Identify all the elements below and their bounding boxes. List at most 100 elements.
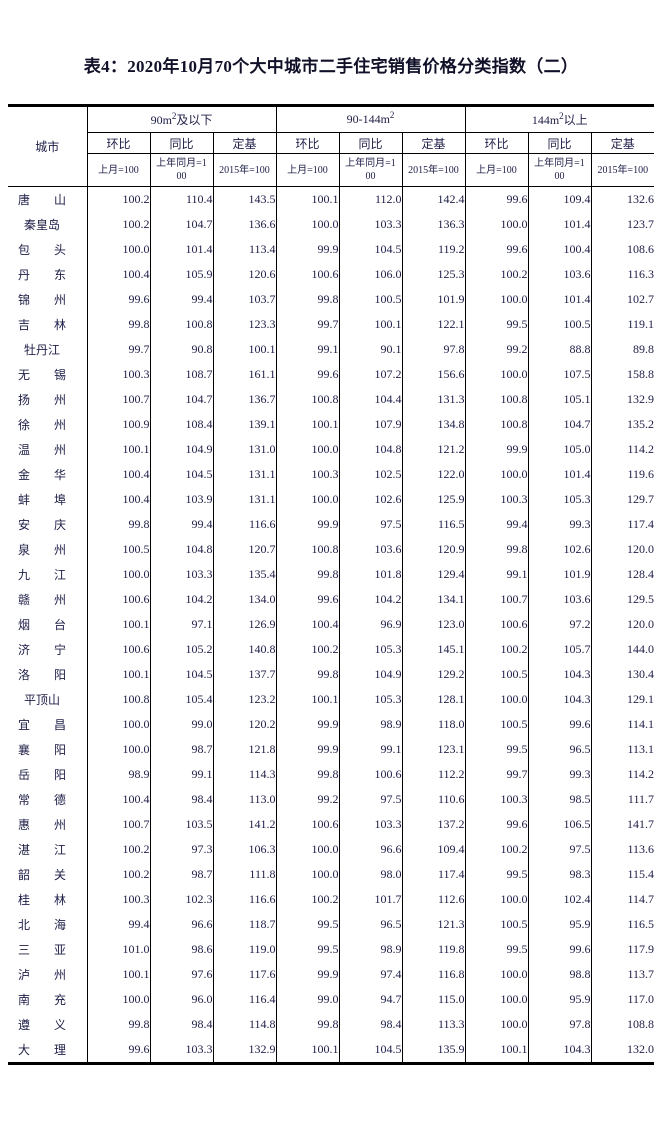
index-value-cell: 116.4 [212,987,276,1012]
index-value-cell: 117.0 [590,987,655,1012]
city-name-cell: 吉林 [8,312,87,337]
index-value-cell: 100.3 [464,787,528,812]
index-value-cell: 98.7 [149,737,213,762]
city-name-cell: 桂林 [8,887,87,912]
city-name-cell: 泉州 [8,537,87,562]
index-value-cell: 129.2 [401,662,465,687]
city-name: 襄阳 [18,743,66,757]
index-value-cell: 117.9 [590,937,655,962]
index-value-cell: 101.4 [527,462,591,487]
index-value-cell: 98.3 [527,862,591,887]
city-name: 平顶山 [23,693,60,707]
index-value-cell: 131.1 [212,487,276,512]
index-value-cell: 131.1 [212,462,276,487]
index-value-cell: 99.9 [275,962,339,987]
index-value-cell: 121.2 [401,437,465,462]
index-value-cell: 113.7 [590,962,655,987]
index-value-cell: 100.3 [464,487,528,512]
city-name-cell: 泸州 [8,962,87,987]
index-value-cell: 136.7 [212,387,276,412]
index-value-cell: 105.2 [149,637,213,662]
index-value-cell: 100.8 [464,412,528,437]
index-value-cell: 99.2 [275,787,339,812]
index-value-cell: 102.4 [527,887,591,912]
city-name: 牡丹江 [23,343,60,357]
index-value-cell: 120.2 [212,712,276,737]
index-value-cell: 125.3 [401,262,465,287]
index-value-cell: 104.7 [149,387,213,412]
index-value-cell: 99.4 [149,512,213,537]
index-value-cell: 97.4 [338,962,402,987]
index-value-cell: 113.4 [212,237,276,262]
table-row: 徐州 100.9 108.4 139.1 100.1 107.9 134.8 1… [8,412,655,437]
index-value-cell: 95.9 [527,912,591,937]
index-value-cell: 104.9 [149,437,213,462]
index-value-cell: 128.1 [401,687,465,712]
index-value-cell: 89.8 [590,337,655,362]
index-value-cell: 99.4 [464,512,528,537]
index-value-cell: 100.0 [275,837,339,862]
index-value-cell: 141.2 [212,812,276,837]
index-value-cell: 132.6 [590,186,655,212]
table-row: 平顶山 100.8 105.4 123.2 100.1 105.3 128.1 … [8,687,655,712]
index-value-cell: 123.0 [401,612,465,637]
base-period-header-row: 上月=100 上年同月=100 2015年=100 上月=100 上年同月=10… [8,153,655,187]
index-value-cell: 105.3 [338,637,402,662]
city-name-cell: 岳阳 [8,762,87,787]
index-value-cell: 101.4 [527,287,591,312]
index-value-cell: 100.5 [464,662,528,687]
index-value-cell: 99.9 [275,737,339,762]
city-name-cell: 秦皇岛 [8,212,87,237]
index-value-cell: 100.0 [275,212,339,237]
index-value-cell: 137.7 [212,662,276,687]
city-name: 锦州 [18,293,66,307]
table-row: 烟台 100.1 97.1 126.9 100.4 96.9 123.0 100… [8,612,655,637]
group-label: 144m [531,113,560,127]
index-value-cell: 99.9 [275,712,339,737]
index-value-cell: 96.5 [527,737,591,762]
table-row: 岳阳 98.9 99.1 114.3 99.8 100.6 112.2 99.7… [8,762,655,787]
index-value-cell: 134.0 [212,587,276,612]
index-value-cell: 99.7 [86,337,150,362]
index-value-cell: 119.2 [401,237,465,262]
city-name: 大理 [18,1043,66,1057]
index-value-cell: 156.6 [401,362,465,387]
index-value-cell: 100.2 [464,837,528,862]
index-value-cell: 90.1 [338,337,402,362]
index-value-cell: 100.2 [86,212,150,237]
index-value-cell: 130.4 [590,662,655,687]
index-value-cell: 96.0 [149,987,213,1012]
metric-header-mom: 环比 [86,132,150,154]
index-value-cell: 115.4 [590,862,655,887]
city-name-cell: 扬州 [8,387,87,412]
index-value-cell: 99.3 [527,512,591,537]
city-name-cell: 韶关 [8,862,87,887]
index-value-cell: 99.6 [464,186,528,212]
index-value-cell: 99.6 [527,712,591,737]
index-value-cell: 98.7 [149,862,213,887]
index-value-cell: 123.3 [212,312,276,337]
index-value-cell: 107.5 [527,362,591,387]
index-value-cell: 122.1 [401,312,465,337]
city-name: 宜昌 [18,718,66,732]
index-value-cell: 100.2 [464,262,528,287]
city-name: 吉林 [18,318,66,332]
index-value-cell: 99.8 [275,287,339,312]
index-value-cell: 99.4 [149,287,213,312]
index-value-cell: 105.1 [527,387,591,412]
table-row: 蚌埠 100.4 103.9 131.1 100.0 102.6 125.9 1… [8,487,655,512]
city-name-cell: 常德 [8,787,87,812]
index-value-cell: 140.8 [212,637,276,662]
index-value-cell: 135.4 [212,562,276,587]
index-value-cell: 129.7 [590,487,655,512]
metric-header-yoy: 同比 [527,132,591,154]
index-value-cell: 117.4 [401,862,465,887]
index-value-cell: 115.0 [401,987,465,1012]
index-value-cell: 118.7 [212,912,276,937]
index-value-cell: 100.1 [212,337,276,362]
index-value-cell: 100.0 [86,237,150,262]
base-header-prev-month: 上月=100 [275,153,339,187]
index-value-cell: 100.2 [275,887,339,912]
index-value-cell: 99.8 [275,562,339,587]
index-value-cell: 113.3 [401,1012,465,1037]
